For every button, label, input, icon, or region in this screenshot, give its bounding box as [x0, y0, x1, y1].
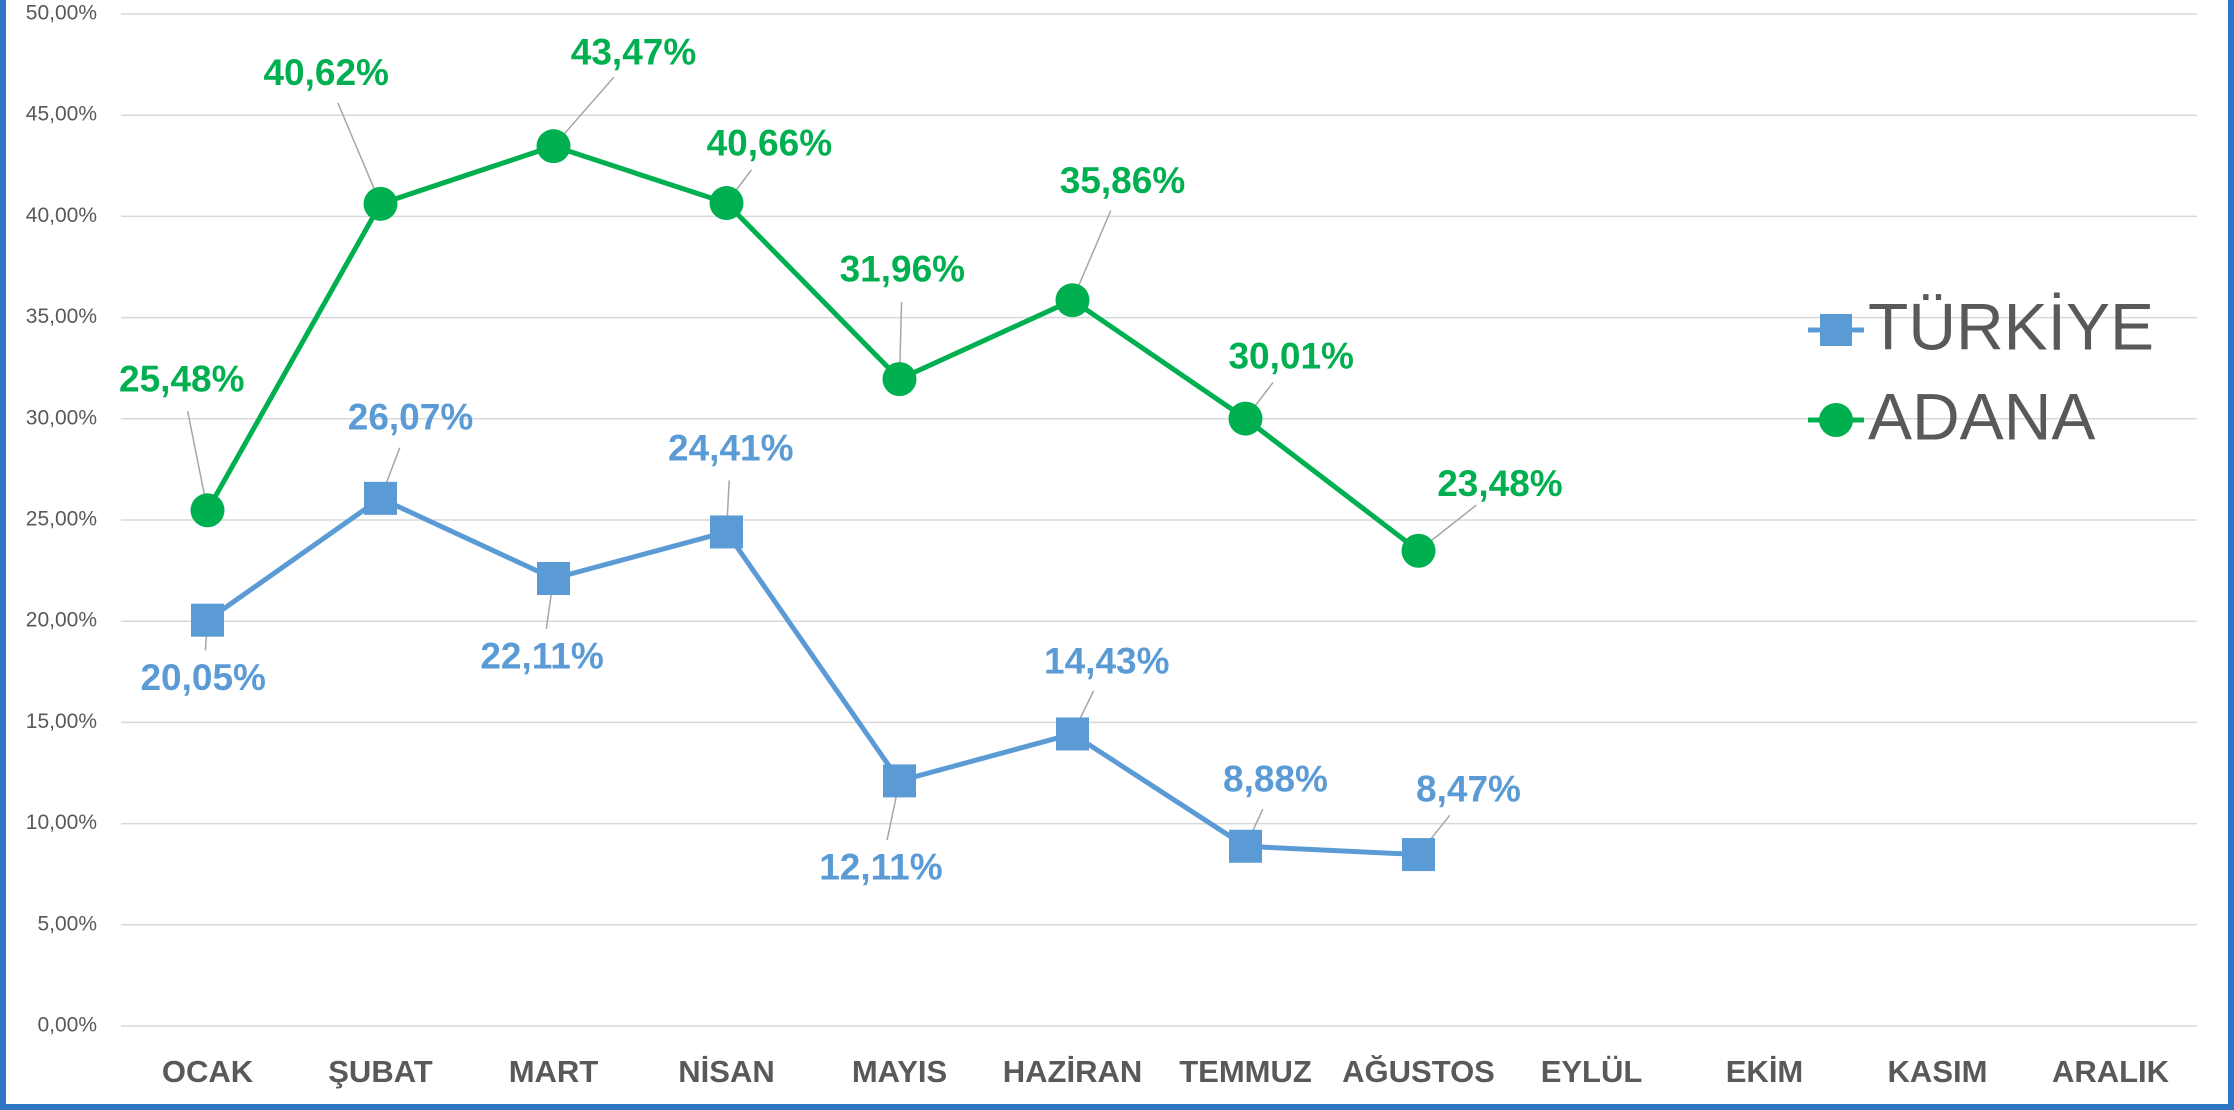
- x-tick-label: ŞUBAT: [328, 1054, 433, 1089]
- legend-label: ADANA: [1868, 379, 2095, 453]
- marker: [191, 603, 224, 637]
- marker: [710, 515, 743, 549]
- data-label: 40,66%: [707, 123, 833, 164]
- marker: [364, 481, 397, 515]
- data-label: 8,88%: [1223, 759, 1328, 800]
- y-tick-label: 25,00%: [26, 508, 97, 531]
- legend-marker: [1820, 314, 1852, 346]
- legend-label: TÜRKİYE: [1868, 289, 2154, 363]
- marker: [190, 493, 225, 528]
- y-tick-label: 10,00%: [26, 811, 97, 834]
- y-tick-label: 0,00%: [37, 1014, 97, 1037]
- x-tick-label: MART: [509, 1054, 599, 1089]
- y-tick-label: 50,00%: [26, 2, 97, 25]
- marker: [536, 129, 571, 164]
- y-tick-label: 40,00%: [26, 204, 97, 227]
- y-tick-label: 15,00%: [26, 710, 97, 733]
- data-label: 20,05%: [140, 657, 266, 698]
- x-tick-label: EYLÜL: [1541, 1054, 1643, 1089]
- series-line: [206, 495, 1419, 858]
- leader-line: [337, 102, 382, 205]
- data-label: 43,47%: [571, 31, 697, 72]
- data-label: 24,41%: [668, 427, 794, 468]
- marker: [882, 362, 917, 397]
- marker: [1229, 829, 1262, 863]
- marker: [537, 561, 570, 595]
- y-tick-label: 45,00%: [26, 103, 97, 126]
- x-tick-label: NİSAN: [678, 1054, 774, 1089]
- marker: [1056, 717, 1089, 751]
- marker: [1402, 838, 1435, 872]
- x-tick-label: AĞUSTOS: [1342, 1054, 1495, 1089]
- data-label: 14,43%: [1044, 641, 1170, 682]
- data-label: 26,07%: [348, 397, 474, 438]
- data-label: 35,86%: [1060, 160, 1186, 201]
- x-tick-label: HAZİRAN: [1003, 1054, 1143, 1089]
- marker: [363, 186, 398, 221]
- data-label: 31,96%: [840, 249, 966, 290]
- x-tick-label: ARALIK: [2052, 1054, 2170, 1089]
- data-label: 23,48%: [1437, 463, 1563, 504]
- legend-marker: [1819, 403, 1853, 437]
- marker: [1055, 283, 1090, 318]
- data-label: 30,01%: [1228, 335, 1354, 376]
- marker: [1228, 401, 1263, 436]
- x-tick-label: OCAK: [162, 1054, 254, 1089]
- series-line: [205, 143, 1421, 553]
- y-tick-label: 20,00%: [26, 609, 97, 632]
- y-tick-label: 5,00%: [37, 912, 97, 935]
- y-tick-label: 30,00%: [26, 406, 97, 429]
- marker: [709, 186, 744, 221]
- x-tick-label: KASIM: [1888, 1054, 1988, 1089]
- y-tick-label: 35,00%: [26, 305, 97, 328]
- x-tick-label: MAYIS: [852, 1054, 947, 1089]
- data-label: 40,62%: [263, 52, 389, 93]
- marker: [1401, 533, 1436, 568]
- data-label: 25,48%: [119, 358, 245, 399]
- data-label: 12,11%: [819, 846, 942, 887]
- data-label: 22,11%: [480, 635, 603, 676]
- x-tick-label: EKİM: [1726, 1054, 1804, 1089]
- data-label: 8,47%: [1416, 768, 1521, 809]
- marker: [883, 764, 916, 798]
- x-tick-label: TEMMUZ: [1179, 1054, 1312, 1089]
